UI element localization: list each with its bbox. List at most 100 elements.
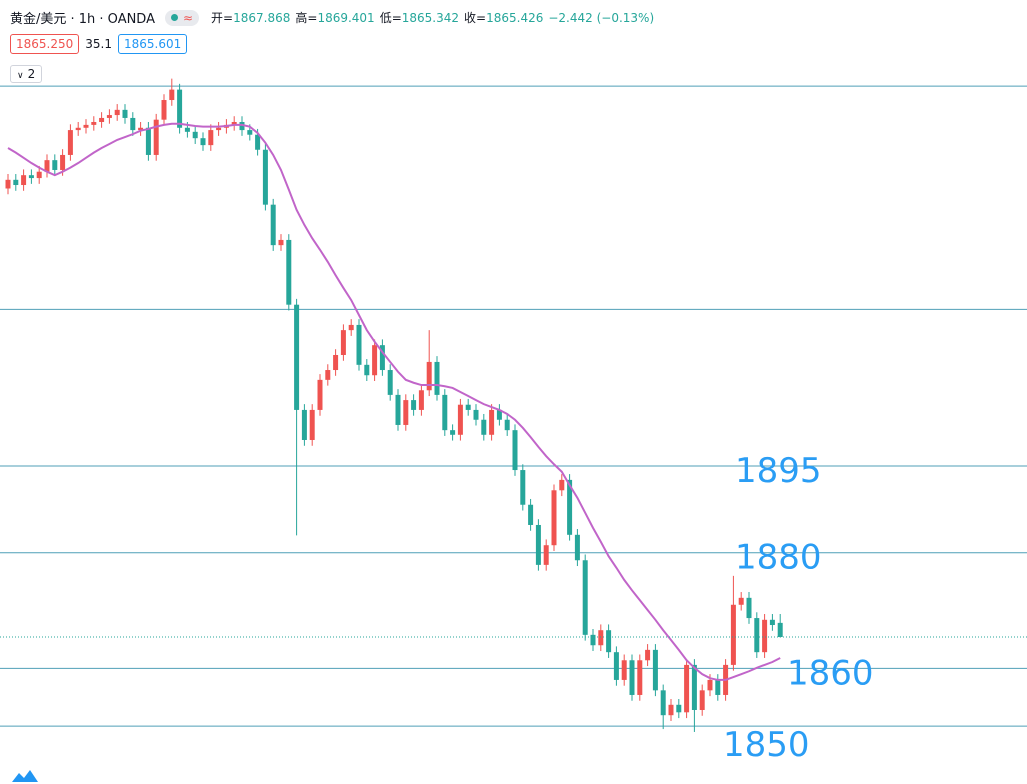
- candle-body: [582, 560, 588, 635]
- collapse-button[interactable]: ∨ 2: [10, 65, 43, 83]
- candle-body: [21, 175, 27, 186]
- candle-body: [177, 89, 183, 128]
- candle-body: [325, 370, 331, 380]
- candle-body: [309, 409, 315, 440]
- candle-body: [67, 130, 73, 155]
- candle-body: [130, 117, 136, 131]
- candle-body: [161, 100, 167, 120]
- ohlc-value: 1869.401: [317, 11, 375, 25]
- candle-body: [473, 409, 479, 420]
- ohlc-item: 开=1867.868: [211, 11, 290, 25]
- candle-body: [606, 630, 612, 653]
- candle-body: [442, 394, 448, 431]
- symbol[interactable]: 黄金/美元 · 1h · OANDA: [10, 12, 155, 27]
- candle-body: [637, 660, 643, 695]
- candle-body: [769, 619, 775, 626]
- status-pill[interactable]: ≈: [164, 9, 200, 26]
- candle-body: [590, 634, 596, 646]
- level-label: 1860: [787, 653, 874, 693]
- candle-body: [247, 130, 253, 135]
- candle-body: [567, 479, 573, 535]
- legend-header: 黄金/美元 · 1h · OANDA ≈ 开=1867.868 高=1869.40…: [10, 8, 654, 27]
- candle-body: [5, 179, 11, 189]
- candle-body: [465, 404, 471, 410]
- candle-body: [52, 160, 58, 170]
- logo[interactable]: [10, 764, 40, 784]
- candle-body: [364, 364, 370, 376]
- candle-body: [746, 597, 752, 619]
- candle-body: [262, 149, 268, 205]
- candle-body: [426, 361, 432, 391]
- candle-body: [676, 704, 682, 713]
- candle-body: [730, 604, 736, 665]
- bid[interactable]: 1865.250: [10, 34, 80, 54]
- candle-body: [270, 204, 276, 246]
- candle-body: [660, 690, 666, 716]
- candle-body: [114, 109, 120, 116]
- candle-body: [184, 127, 190, 132]
- candle-body: [99, 117, 105, 122]
- candle-body: [340, 330, 346, 355]
- candle-body: [418, 390, 424, 410]
- collapse-count: 2: [27, 67, 36, 81]
- spread: 35.1: [85, 37, 112, 51]
- candle-body: [535, 524, 541, 565]
- ohlc-label: 开=: [211, 11, 234, 25]
- candle-body: [13, 179, 19, 186]
- candle-body: [496, 409, 502, 420]
- candle-body: [286, 239, 292, 305]
- candle-body: [411, 400, 417, 410]
- candle-body: [504, 419, 510, 431]
- candle-body: [754, 618, 760, 653]
- candle-body: [684, 664, 690, 713]
- icon: ≈: [182, 10, 194, 25]
- candle-body: [450, 430, 456, 435]
- level-label: 1850: [723, 725, 810, 765]
- ohlc-label: 低=: [379, 11, 402, 25]
- level-label: 1895: [735, 451, 822, 491]
- candle-body: [762, 619, 768, 653]
- candle-body: [574, 534, 580, 561]
- candle-body: [231, 121, 237, 125]
- ohlc-item: 收=1865.426: [464, 11, 543, 25]
- candle-body: [379, 345, 385, 371]
- candle-body: [75, 127, 81, 131]
- candle-body: [629, 660, 635, 695]
- candle-body: [138, 127, 144, 131]
- level-label: 1880: [735, 538, 822, 578]
- candle-body: [403, 400, 409, 425]
- candle-body: [216, 127, 222, 131]
- candle-body: [645, 649, 651, 661]
- ohlc-value: 1865.342: [401, 11, 460, 25]
- ohlc-label: 高=: [295, 11, 318, 25]
- ask[interactable]: 1865.601: [117, 34, 188, 54]
- candle-body: [528, 504, 534, 525]
- candle-body: [153, 119, 159, 155]
- candle-body: [106, 115, 112, 118]
- ohlc-item: 低=1865.342: [380, 11, 459, 25]
- candle-body: [91, 121, 97, 125]
- ohlc: 开=1867.868 高=1869.401 低=1865.342 收=1865.426: [211, 9, 548, 26]
- candle-body: [294, 304, 300, 410]
- candle-body: [691, 664, 697, 710]
- candle-body: [738, 597, 744, 605]
- candle-body: [60, 154, 66, 170]
- candle-body: [169, 89, 175, 101]
- market-dot: [170, 14, 178, 21]
- candle-body: [699, 690, 705, 710]
- candle-body: [520, 470, 526, 505]
- candle-body: [122, 109, 128, 118]
- candle-body: [372, 345, 378, 376]
- candle-body: [668, 704, 674, 716]
- candle-body: [145, 127, 151, 155]
- candle-body: [356, 324, 362, 365]
- candle-body: [395, 394, 401, 425]
- ohlc-item: 高=1869.401: [295, 11, 374, 25]
- candle-body: [652, 649, 658, 691]
- candle-body: [481, 419, 487, 435]
- candle-body: [301, 409, 307, 440]
- candle-body: [44, 160, 50, 172]
- candle-body: [551, 490, 557, 546]
- chevron: ∨: [17, 71, 24, 81]
